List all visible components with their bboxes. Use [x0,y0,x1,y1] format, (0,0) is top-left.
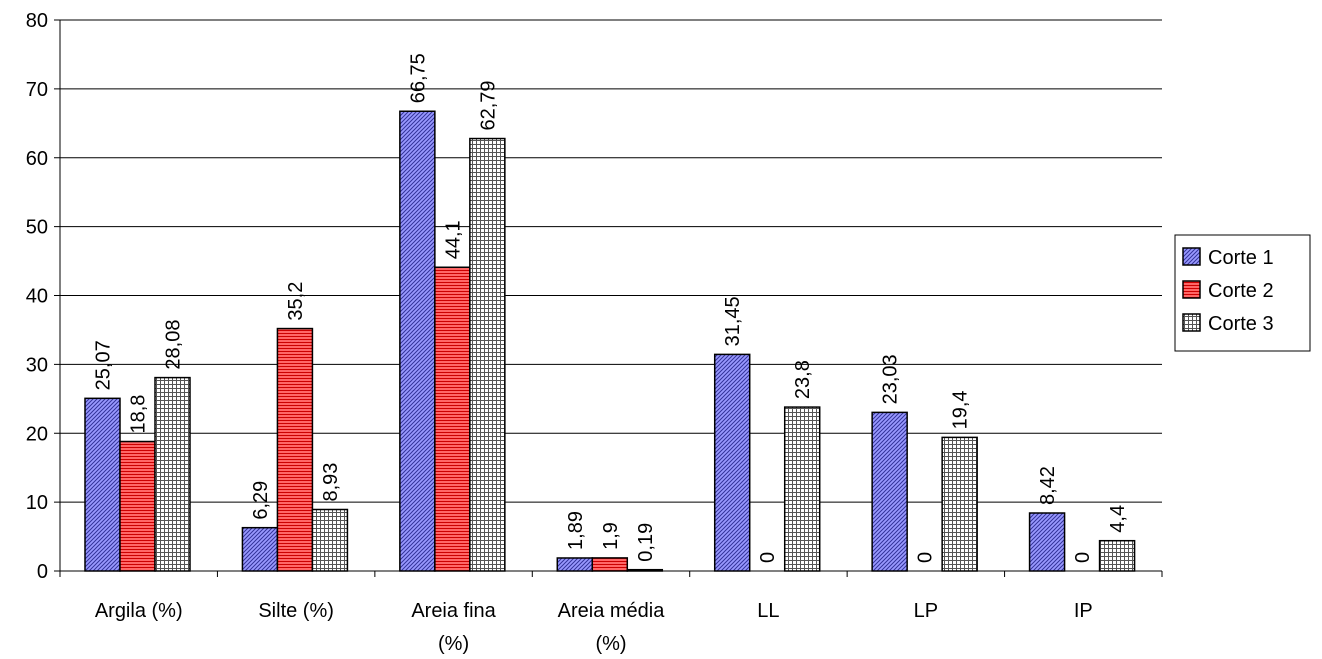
x-category-label: LP [914,600,938,622]
data-label: 19,4 [950,390,972,429]
data-label: 66,75 [407,53,429,103]
data-label: 31,45 [722,296,744,346]
data-label: 1,89 [565,511,587,550]
x-category-label: Areia fina [411,600,496,622]
data-label: 62,79 [477,80,499,130]
data-label: 25,07 [93,340,115,390]
data-label: 0 [915,552,937,563]
y-tick-label: 30 [26,354,48,376]
bar-corte-1 [713,353,751,572]
data-label: 23,03 [880,354,902,404]
bar-corte-2 [276,327,314,572]
bar-corte-2 [591,557,629,572]
data-label: 35,2 [285,282,307,321]
x-category-label: (%) [595,633,626,655]
bar-corte-1 [871,411,908,572]
data-label: 44,1 [442,220,464,259]
data-label: 8,42 [1037,466,1059,505]
legend-swatch [1182,313,1201,332]
bar-corte-1 [556,557,594,572]
legend-label: Corte 3 [1208,313,1274,335]
y-tick-label: 10 [26,492,48,514]
bar-corte-3 [1098,539,1136,572]
legend-label: Corte 2 [1208,280,1274,302]
x-category-label: IP [1074,600,1093,622]
data-label: 28,08 [163,320,185,370]
data-labels: 25,07 6,29 66,75 1,89 31,45 23,03 8,42 18,8 35,2… [93,53,1130,563]
bar-corte-3 [154,376,191,572]
y-tick-label: 70 [26,79,48,101]
x-category-label: (%) [438,633,469,655]
bars [84,110,1136,572]
x-category-label: LL [757,600,779,622]
bar-corte-2 [119,440,156,572]
y-tick-label: 80 [26,10,48,32]
bar-corte-3 [783,406,821,572]
data-label: 0 [1072,552,1094,563]
data-label: 18,8 [128,395,150,434]
legend-label: Corte 1 [1208,247,1274,269]
x-category-label: Silte (%) [258,600,334,622]
y-tick-label: 40 [26,286,48,308]
data-label: 4,4 [1107,505,1129,533]
data-label: 6,29 [250,481,272,520]
data-label: 23,8 [792,360,814,399]
data-label: 1,9 [600,522,622,550]
gridlines [60,19,1162,503]
bar-corte-3 [311,508,349,572]
bar-corte-1 [84,397,121,572]
y-tick-label: 60 [26,148,48,170]
legend: Corte 1 Corte 2 Corte 3 [1174,234,1311,352]
data-label: 0 [757,552,779,563]
legend-swatch [1182,280,1201,299]
bar-corte-3 [469,137,506,572]
bar-corte-1 [399,110,436,572]
bar-corte-1 [241,526,279,572]
x-category-label: Areia média [558,600,666,622]
x-category-label: Argila (%) [95,600,183,622]
y-tick-label: 0 [37,561,48,583]
bar-corte-2 [434,266,471,572]
data-label: 8,93 [320,463,342,502]
bar-corte-3 [941,436,978,572]
axes: 0 10 20 30 40 50 60 70 80 Argila (%) Silte (%) Arei… [26,10,1163,655]
y-tick-label: 20 [26,423,48,445]
legend-swatch [1182,247,1201,266]
y-tick-label: 50 [26,217,48,239]
bar-corte-3 [626,568,664,572]
bar-corte-1 [1028,512,1066,572]
data-label: 0,19 [635,523,657,562]
